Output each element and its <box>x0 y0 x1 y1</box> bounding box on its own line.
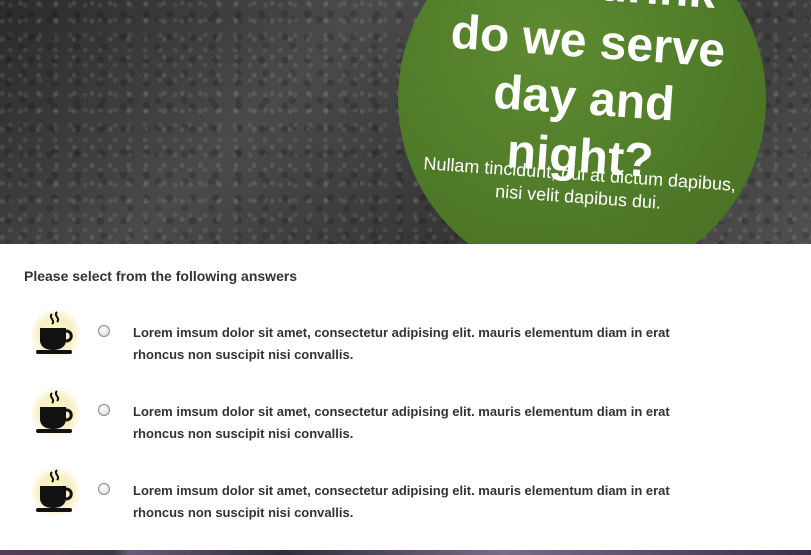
answers-section: Please select from the following answers… <box>0 244 811 550</box>
coffee-cup-icon <box>30 387 82 439</box>
question-circle: What drink do we serve day and night? Nu… <box>385 0 779 244</box>
answer-text-1: Lorem imsum dolor sit amet, consectetur … <box>133 325 670 362</box>
answer-option-2[interactable]: Lorem imsum dolor sit amet, consectetur … <box>0 385 811 464</box>
answer-radio-2[interactable] <box>98 404 110 416</box>
answer-option-3[interactable]: Lorem imsum dolor sit amet, consectetur … <box>0 464 811 543</box>
answer-text-2: Lorem imsum dolor sit amet, consectetur … <box>133 404 670 441</box>
coffee-cup-icon <box>30 308 82 360</box>
answer-option-1[interactable]: Lorem imsum dolor sit amet, consectetur … <box>0 306 811 385</box>
answers-heading: Please select from the following answers <box>24 268 298 284</box>
answer-radio-3[interactable] <box>98 483 110 495</box>
answer-text-3: Lorem imsum dolor sit amet, consectetur … <box>133 483 670 520</box>
hero-banner: What drink do we serve day and night? Nu… <box>0 0 811 244</box>
answer-radio-1[interactable] <box>98 325 110 337</box>
answer-list: Lorem imsum dolor sit amet, consectetur … <box>0 306 811 543</box>
coffee-cup-icon <box>30 466 82 518</box>
bottom-strip <box>0 550 811 555</box>
